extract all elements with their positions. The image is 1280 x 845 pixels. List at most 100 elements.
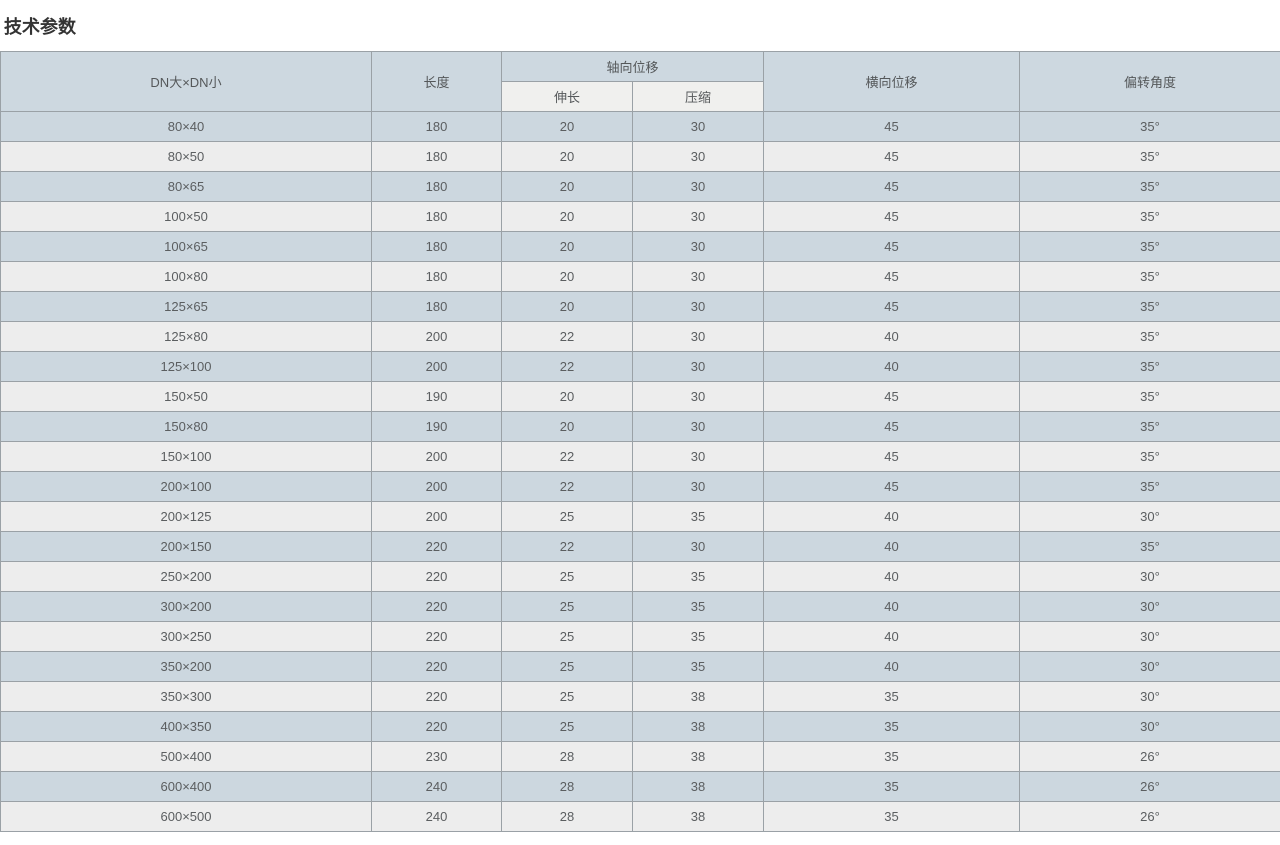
table-cell: 80×65 xyxy=(0,171,372,202)
table-cell: 25 xyxy=(501,681,633,712)
table-cell: 26° xyxy=(1019,741,1280,772)
table-cell: 200 xyxy=(371,471,502,502)
column-header-deflection-angle: 偏转角度 xyxy=(1019,51,1280,112)
table-cell: 35 xyxy=(763,741,1021,772)
table-row: 100×80 180 20 30 45 35° xyxy=(0,261,1280,292)
table-cell: 45 xyxy=(763,471,1021,502)
table-cell: 35 xyxy=(763,801,1021,832)
table-cell: 30° xyxy=(1019,591,1280,622)
table-cell: 22 xyxy=(501,441,633,472)
table-row: 500×400 230 28 38 35 26° xyxy=(0,741,1280,772)
column-header-compression: 压缩 xyxy=(631,81,765,112)
table-cell: 220 xyxy=(371,591,502,622)
table-cell: 150×80 xyxy=(0,411,372,442)
table-cell: 20 xyxy=(501,141,633,172)
table-cell: 180 xyxy=(371,111,502,142)
table-cell: 35° xyxy=(1019,381,1280,412)
table-cell: 30° xyxy=(1019,681,1280,712)
table-cell: 220 xyxy=(371,711,502,742)
table-cell: 600×500 xyxy=(0,801,372,832)
table-cell: 35° xyxy=(1019,171,1280,202)
table-cell: 22 xyxy=(501,351,633,382)
table-cell: 30 xyxy=(631,231,765,262)
table-cell: 40 xyxy=(763,351,1021,382)
header-row-sub: 伸长 压缩 xyxy=(1,81,1280,112)
table-cell: 38 xyxy=(631,771,765,802)
table-cell: 80×50 xyxy=(0,141,372,172)
column-header-axial-displacement: 轴向位移 xyxy=(500,51,765,82)
table-body: 80×40 180 20 30 45 35° 80×50 180 20 30 45 35° 80×65 1… xyxy=(0,111,1280,832)
column-header-extension: 伸长 xyxy=(501,81,633,112)
table-cell: 100×50 xyxy=(0,201,372,232)
table-cell: 220 xyxy=(371,561,502,592)
table-cell: 35 xyxy=(763,771,1021,802)
table-cell: 30° xyxy=(1019,711,1280,742)
table-cell: 500×400 xyxy=(0,741,372,772)
table-cell: 40 xyxy=(763,321,1021,352)
table-cell: 35° xyxy=(1019,441,1280,472)
column-header-dn: DN大×DN小 xyxy=(0,51,372,112)
table-row: 125×100 200 22 30 40 35° xyxy=(0,351,1280,382)
table-cell: 45 xyxy=(763,141,1021,172)
table-cell: 30 xyxy=(631,381,765,412)
table-cell: 350×200 xyxy=(0,651,372,682)
table-row: 200×125 200 25 35 40 30° xyxy=(0,501,1280,532)
table-row: 80×50 180 20 30 45 35° xyxy=(0,141,1280,172)
table-cell: 45 xyxy=(763,441,1021,472)
table-row: 200×100 200 22 30 45 35° xyxy=(0,471,1280,502)
table-cell: 25 xyxy=(501,561,633,592)
table-cell: 200×150 xyxy=(0,531,372,562)
table-row: 600×500 240 28 38 35 26° xyxy=(0,801,1280,832)
table-cell: 26° xyxy=(1019,801,1280,832)
table-cell: 35° xyxy=(1019,231,1280,262)
table-cell: 20 xyxy=(501,231,633,262)
table-cell: 20 xyxy=(501,381,633,412)
table-cell: 200 xyxy=(371,321,502,352)
table-cell: 20 xyxy=(501,291,633,322)
table-cell: 125×80 xyxy=(0,321,372,352)
table-cell: 38 xyxy=(631,801,765,832)
table-row: 100×50 180 20 30 45 35° xyxy=(0,201,1280,232)
table-cell: 26° xyxy=(1019,771,1280,802)
table-cell: 28 xyxy=(501,771,633,802)
table-cell: 30 xyxy=(631,111,765,142)
table-row: 350×200 220 25 35 40 30° xyxy=(0,651,1280,682)
table-cell: 35° xyxy=(1019,351,1280,382)
table-cell: 25 xyxy=(501,711,633,742)
table-cell: 35° xyxy=(1019,531,1280,562)
table-cell: 45 xyxy=(763,201,1021,232)
table-cell: 40 xyxy=(763,501,1021,532)
table-cell: 30 xyxy=(631,411,765,442)
table-cell: 20 xyxy=(501,171,633,202)
table-cell: 25 xyxy=(501,651,633,682)
table-cell: 30 xyxy=(631,441,765,472)
table-cell: 200 xyxy=(371,441,502,472)
table-cell: 180 xyxy=(371,141,502,172)
table-cell: 40 xyxy=(763,651,1021,682)
table-cell: 240 xyxy=(371,801,502,832)
table-row: 200×150 220 22 30 40 35° xyxy=(0,531,1280,562)
table-row: 125×65 180 20 30 45 35° xyxy=(0,291,1280,322)
table-cell: 35° xyxy=(1019,261,1280,292)
table-cell: 30 xyxy=(631,201,765,232)
table-cell: 40 xyxy=(763,591,1021,622)
table-cell: 100×65 xyxy=(0,231,372,262)
table-cell: 35° xyxy=(1019,411,1280,442)
table-cell: 38 xyxy=(631,711,765,742)
table-cell: 250×200 xyxy=(0,561,372,592)
table-row: 400×350 220 25 38 35 30° xyxy=(0,711,1280,742)
table-cell: 300×200 xyxy=(0,591,372,622)
table-cell: 220 xyxy=(371,531,502,562)
table-cell: 35 xyxy=(763,711,1021,742)
table-cell: 45 xyxy=(763,171,1021,202)
table-row: 80×65 180 20 30 45 35° xyxy=(0,171,1280,202)
table-row: 250×200 220 25 35 40 30° xyxy=(0,561,1280,592)
table-cell: 45 xyxy=(763,411,1021,442)
table-cell: 150×50 xyxy=(0,381,372,412)
table-cell: 600×400 xyxy=(0,771,372,802)
table-cell: 30 xyxy=(631,141,765,172)
table-cell: 30° xyxy=(1019,501,1280,532)
column-header-length: 长度 xyxy=(371,51,502,112)
table-cell: 30 xyxy=(631,261,765,292)
